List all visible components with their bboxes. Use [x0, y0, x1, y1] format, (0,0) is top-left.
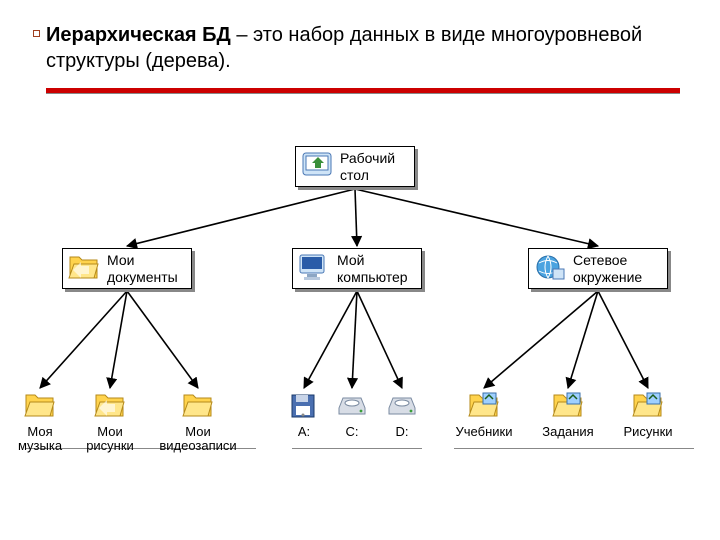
leaf-draw: Рисунки: [618, 390, 678, 439]
leaf-label: D:: [396, 425, 409, 439]
edge-net-books: [484, 291, 598, 388]
leaf-music: Моя музыка: [10, 390, 70, 454]
edge-net-tasks: [568, 291, 598, 388]
title-bold: Иерархическая БД: [46, 24, 231, 46]
node-root: Рабочий стол: [295, 146, 415, 187]
leaf-underline-comp: [292, 448, 422, 449]
node-docs: Мои документы: [62, 248, 192, 289]
node-label: Сетевое окружение: [573, 252, 642, 284]
drive-icon: [385, 390, 419, 423]
desktop-icon: [300, 150, 334, 183]
node-label: Рабочий стол: [340, 150, 395, 182]
node-label: Мои документы: [107, 252, 178, 284]
folder-y-icon: [93, 390, 127, 423]
leaf-video: Мои видеозаписи: [168, 390, 228, 454]
leaf-label: Мои видеозаписи: [159, 425, 236, 454]
leaf-label: Мои рисунки: [86, 425, 134, 454]
node-comp: Мой компьютер: [292, 248, 422, 289]
title-rule: [46, 88, 680, 94]
leaf-pics: Мои рисунки: [80, 390, 140, 454]
leaf-label: Моя музыка: [18, 425, 62, 454]
leaf-label: Учебники: [456, 425, 513, 439]
edge-docs-music: [40, 291, 127, 388]
folder-icon: [23, 390, 57, 423]
leaf-tasks: Задания: [538, 390, 598, 439]
folder-n-icon: [467, 390, 501, 423]
leaf-label: Рисунки: [623, 425, 672, 439]
edge-root-comp: [355, 189, 357, 246]
leaf-driveD: D:: [372, 390, 432, 439]
title-bullet-icon: [33, 30, 40, 37]
drive-icon: [335, 390, 369, 423]
folder-n-icon: [551, 390, 585, 423]
node-label: Мой компьютер: [337, 252, 408, 284]
title-block: Иерархическая БД – это набор данных в ви…: [0, 0, 720, 82]
page-title: Иерархическая БД – это набор данных в ви…: [46, 22, 680, 74]
node-net: Сетевое окружение: [528, 248, 668, 289]
edge-comp-driveC: [352, 291, 357, 388]
tree-arrows: [0, 128, 720, 528]
folder-y-icon: [67, 252, 101, 285]
edge-docs-video: [127, 291, 198, 388]
edge-docs-pics: [110, 291, 127, 388]
edge-root-docs: [127, 189, 355, 246]
edge-net-draw: [598, 291, 648, 388]
floppy-icon: [287, 390, 321, 423]
monitor-icon: [297, 252, 331, 285]
leaf-label: Задания: [542, 425, 593, 439]
folder-n-icon: [631, 390, 665, 423]
globe-icon: [533, 252, 567, 285]
tree-diagram: Рабочий стол Мои документы Мой компьютер Се…: [0, 128, 720, 528]
leaf-books: Учебники: [454, 390, 514, 439]
leaf-label: C:: [346, 425, 359, 439]
leaf-label: A:: [298, 425, 310, 439]
edge-comp-driveD: [357, 291, 402, 388]
edge-comp-driveA: [304, 291, 357, 388]
edge-root-net: [355, 189, 598, 246]
leaf-underline-net: [454, 448, 694, 449]
folder-icon: [181, 390, 215, 423]
